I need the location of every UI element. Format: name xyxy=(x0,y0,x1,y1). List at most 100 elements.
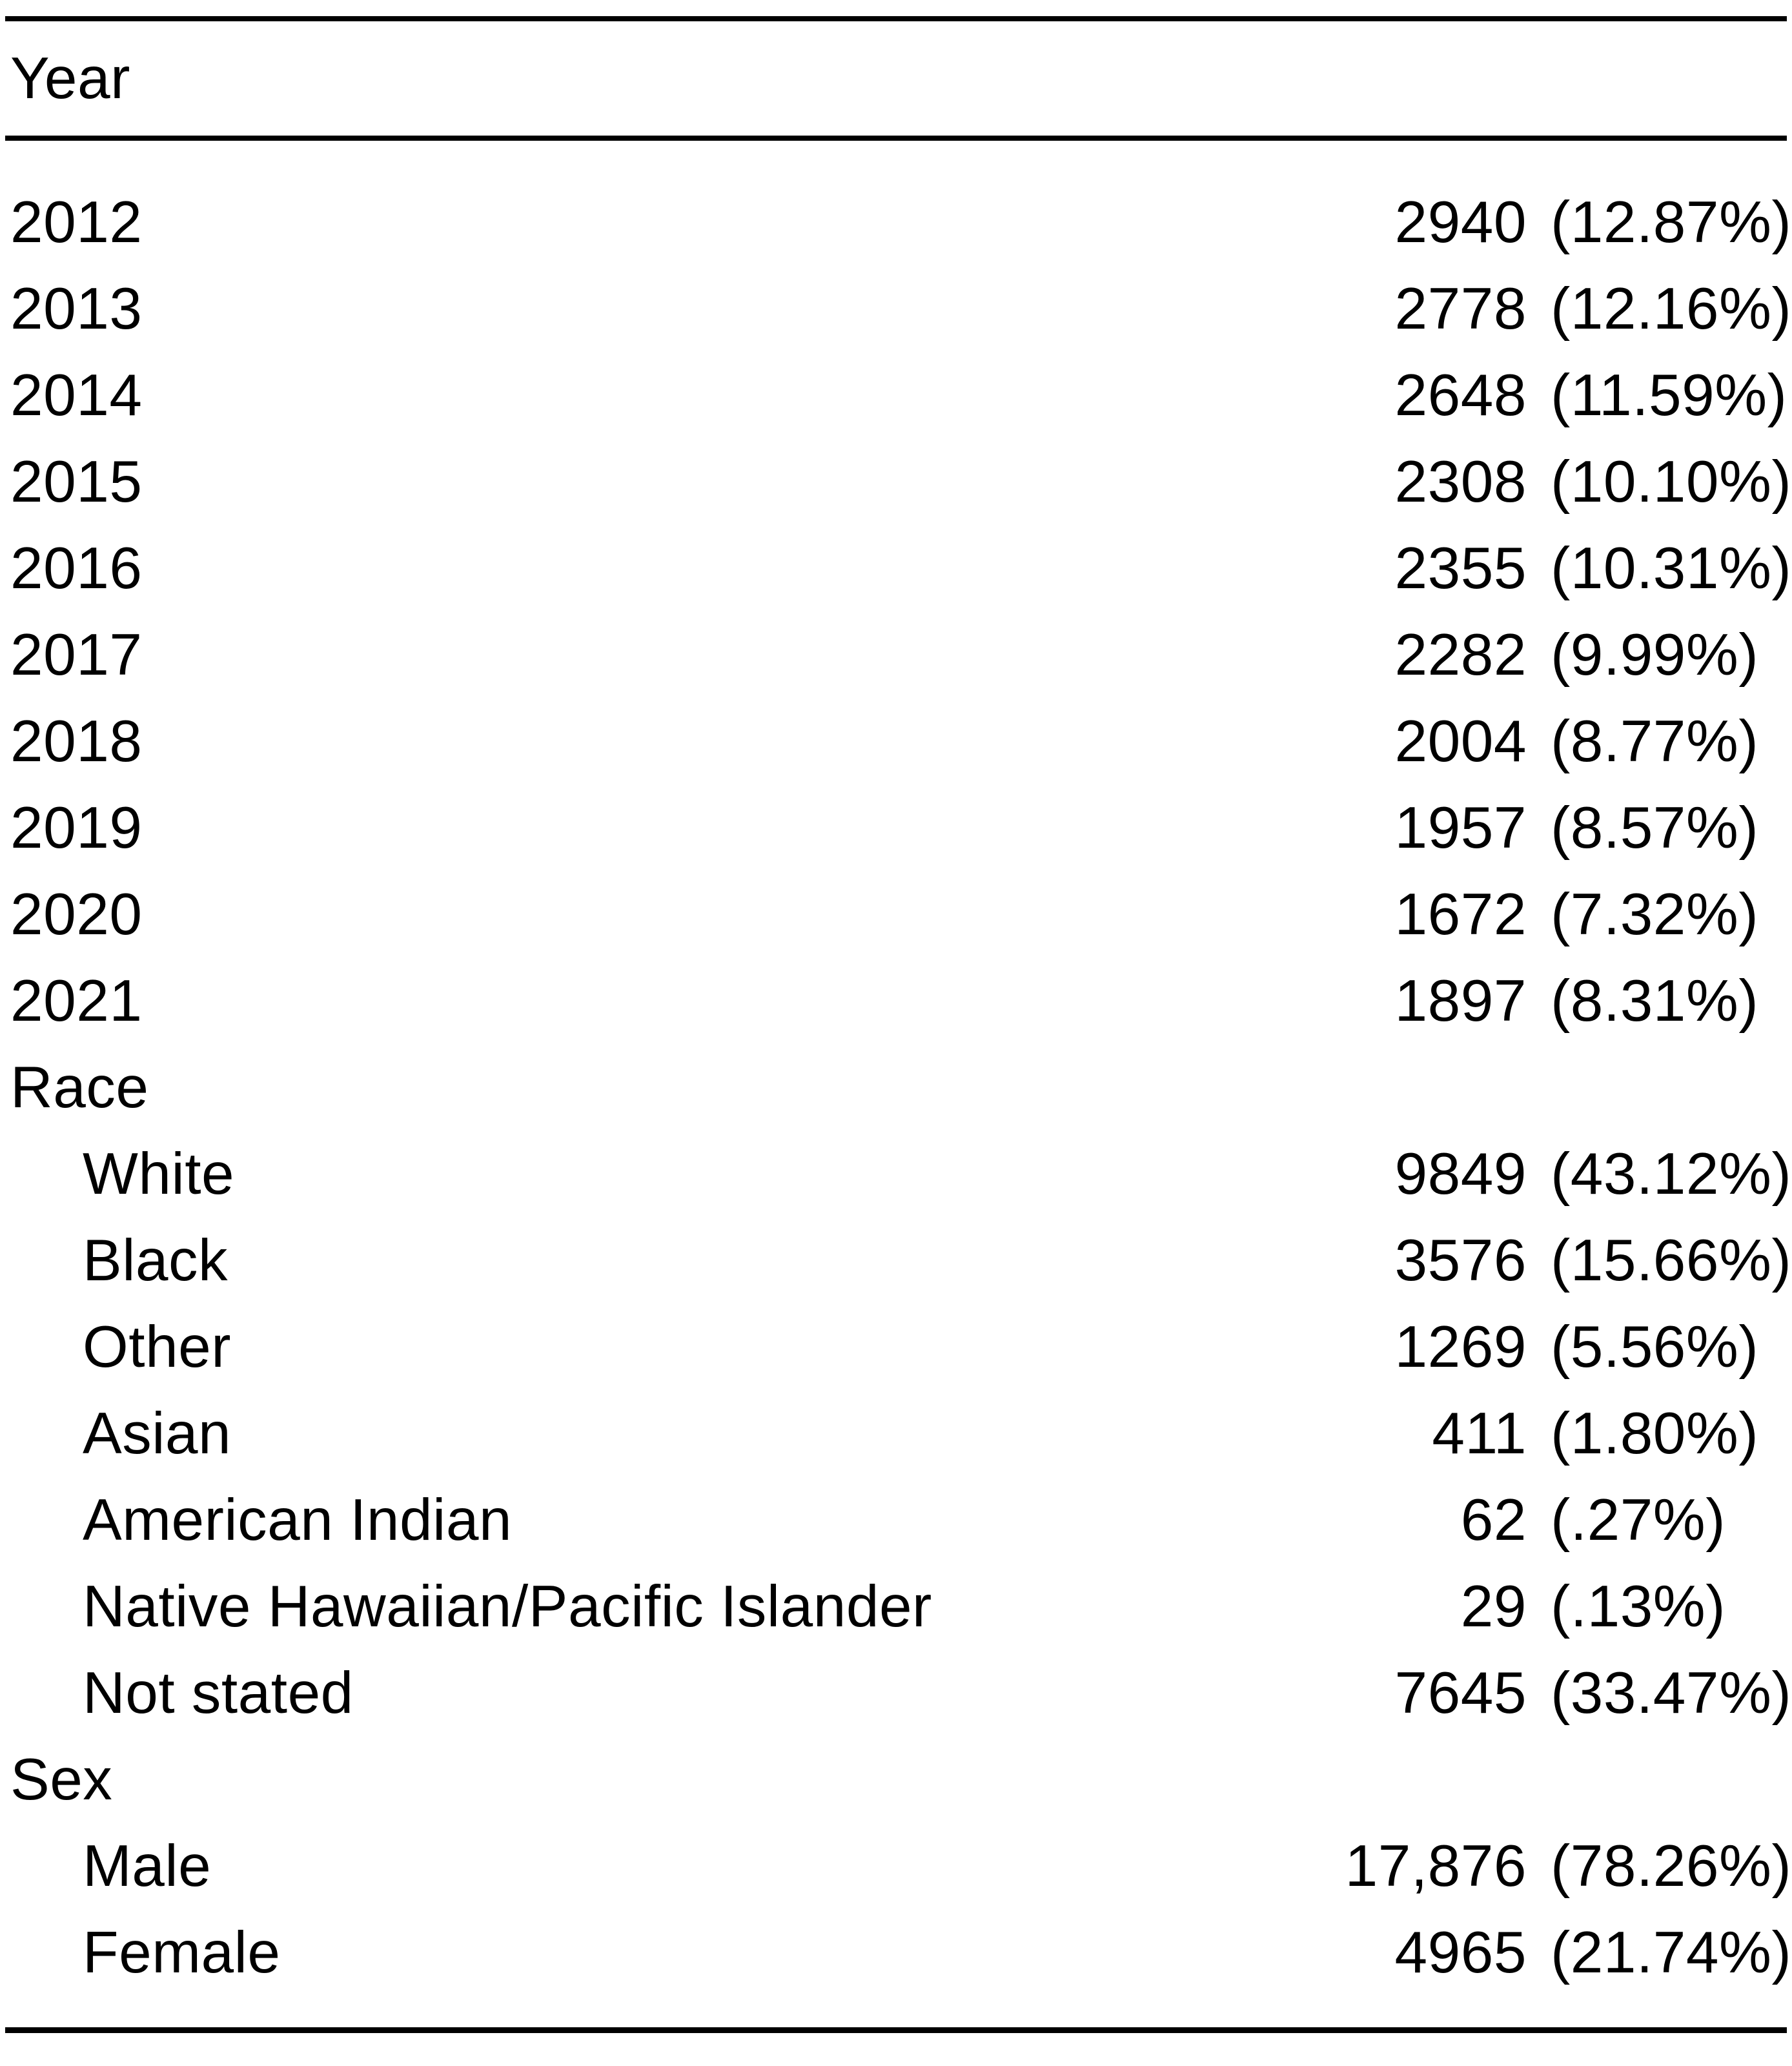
row-percentage: (8.57%) xyxy=(1551,795,1759,861)
table-row: Not stated 7645 (33.47%) xyxy=(5,1650,1792,1737)
row-count: 62 xyxy=(1460,1488,1527,1553)
row-value: 2282 (9.99%) xyxy=(1165,622,1787,689)
row-percentage: (10.31%) xyxy=(1551,536,1792,601)
row-count: 3576 xyxy=(1394,1228,1527,1293)
table-row: 2013 2778 (12.16%) xyxy=(5,266,1792,353)
row-label: 2016 xyxy=(10,536,143,601)
row-value: 4965 (21.74%) xyxy=(1165,1919,1792,1987)
table-row: 2015 2308 (10.10%) xyxy=(5,439,1792,526)
row-label: 2017 xyxy=(10,622,143,688)
column-header-year: Year xyxy=(10,45,130,111)
row-percentage: (21.74%) xyxy=(1551,1920,1792,1985)
row-percentage: (10.10%) xyxy=(1551,449,1792,515)
row-label: Native Hawaiian/Pacific Islander xyxy=(83,1574,932,1639)
row-percentage: (9.99%) xyxy=(1551,622,1759,688)
row-value: 2648 (11.59%) xyxy=(1165,362,1787,429)
row-label: Black xyxy=(83,1228,229,1293)
row-value: 29 (.13%) xyxy=(1165,1573,1787,1641)
row-percentage: (33.47%) xyxy=(1551,1661,1792,1726)
row-count: 1897 xyxy=(1394,968,1527,1034)
row-value: 3576 (15.66%) xyxy=(1165,1227,1792,1294)
row-label: White xyxy=(83,1141,235,1207)
row-value: 2355 (10.31%) xyxy=(1165,535,1792,602)
row-value: 1269 (5.56%) xyxy=(1165,1314,1787,1381)
row-label: Race xyxy=(10,1055,149,1120)
row-label: 2019 xyxy=(10,795,143,861)
row-count: 411 xyxy=(1432,1401,1527,1466)
row-percentage: (12.87%) xyxy=(1551,190,1792,255)
table-row: 2021 1897 (8.31%) xyxy=(5,958,1787,1045)
table-body: 2012 2940 (12.87%) 2013 2778 (12.16%) 20… xyxy=(5,141,1792,2027)
row-label: Not stated xyxy=(83,1661,354,1726)
row-percentage: (.27%) xyxy=(1551,1488,1726,1553)
row-label: Asian xyxy=(83,1401,232,1466)
row-count: 2282 xyxy=(1394,622,1527,688)
row-count: 2778 xyxy=(1394,276,1527,342)
row-value: 2004 (8.77%) xyxy=(1165,708,1787,775)
row-label: Male xyxy=(83,1834,212,1899)
table-row: Race xyxy=(5,1045,1787,1131)
table-row: Asian 411 (1.80%) xyxy=(5,1391,1787,1477)
row-count: 1269 xyxy=(1394,1314,1527,1380)
row-percentage: (78.26%) xyxy=(1551,1834,1792,1899)
table-row: 2014 2648 (11.59%) xyxy=(5,353,1787,439)
table-row: 2017 2282 (9.99%) xyxy=(5,612,1787,699)
row-percentage: (43.12%) xyxy=(1551,1141,1792,1207)
table-row: Black 3576 (15.66%) xyxy=(5,1218,1792,1304)
row-count: 17,876 xyxy=(1345,1834,1527,1899)
row-percentage: (11.59%) xyxy=(1551,363,1787,428)
demographics-table: Year 2012 2940 (12.87%) 2013 2778 (12.16… xyxy=(5,16,1792,2033)
row-percentage: (5.56%) xyxy=(1551,1314,1759,1380)
row-percentage: (.13%) xyxy=(1551,1574,1726,1639)
row-percentage: (8.77%) xyxy=(1551,709,1759,774)
row-label: 2013 xyxy=(10,276,143,342)
row-value: 2940 (12.87%) xyxy=(1165,189,1792,256)
row-label: Other xyxy=(83,1314,232,1380)
row-count: 1957 xyxy=(1394,795,1527,861)
row-value: 411 (1.80%) xyxy=(1165,1400,1787,1468)
table-row: 2012 2940 (12.87%) xyxy=(5,179,1792,266)
row-percentage: (15.66%) xyxy=(1551,1228,1792,1293)
row-count: 2308 xyxy=(1394,449,1527,515)
table-row: White 9849 (43.12%) xyxy=(5,1131,1792,1218)
row-label: 2012 xyxy=(10,190,143,255)
row-count: 9849 xyxy=(1394,1141,1527,1207)
row-value: 9849 (43.12%) xyxy=(1165,1141,1792,1208)
row-value: 62 (.27%) xyxy=(1165,1487,1787,1554)
row-value: 1897 (8.31%) xyxy=(1165,968,1787,1035)
table-row: 2016 2355 (10.31%) xyxy=(5,526,1792,612)
row-value: 2778 (12.16%) xyxy=(1165,276,1792,343)
row-label: Sex xyxy=(10,1747,113,1812)
row-count: 1672 xyxy=(1394,882,1527,947)
row-percentage: (7.32%) xyxy=(1551,882,1759,947)
table-row: 2019 1957 (8.57%) xyxy=(5,785,1787,872)
row-value: 17,876 (78.26%) xyxy=(1165,1833,1792,1900)
table-row: Native Hawaiian/Pacific Islander 29 (.13… xyxy=(5,1564,1787,1650)
top-rule xyxy=(5,16,1787,21)
table-row: Female 4965 (21.74%) xyxy=(5,1910,1792,1996)
row-percentage: (12.16%) xyxy=(1551,276,1792,342)
row-count: 29 xyxy=(1460,1574,1527,1639)
table-row: Sex xyxy=(5,1737,1787,1823)
table-row: American Indian 62 (.27%) xyxy=(5,1477,1787,1564)
row-label: 2018 xyxy=(10,709,143,774)
row-count: 2648 xyxy=(1394,363,1527,428)
table-row: 2020 1672 (7.32%) xyxy=(5,872,1787,958)
table-row: Male 17,876 (78.26%) xyxy=(5,1823,1792,1910)
row-count: 2940 xyxy=(1394,190,1527,255)
row-percentage: (8.31%) xyxy=(1551,968,1759,1034)
row-value: 1672 (7.32%) xyxy=(1165,881,1787,948)
row-label: 2020 xyxy=(10,882,143,947)
row-label: 2015 xyxy=(10,449,143,515)
row-count: 2004 xyxy=(1394,709,1527,774)
row-value: 7645 (33.47%) xyxy=(1165,1660,1792,1727)
row-count: 2355 xyxy=(1394,536,1527,601)
header-rule xyxy=(5,136,1787,141)
row-value: 1957 (8.57%) xyxy=(1165,795,1787,862)
table-row: 2018 2004 (8.77%) xyxy=(5,699,1787,785)
bottom-rule xyxy=(5,2027,1787,2033)
row-label: 2014 xyxy=(10,363,143,428)
row-value: 2308 (10.10%) xyxy=(1165,449,1792,516)
row-count: 7645 xyxy=(1394,1661,1527,1726)
row-percentage: (1.80%) xyxy=(1551,1401,1759,1466)
